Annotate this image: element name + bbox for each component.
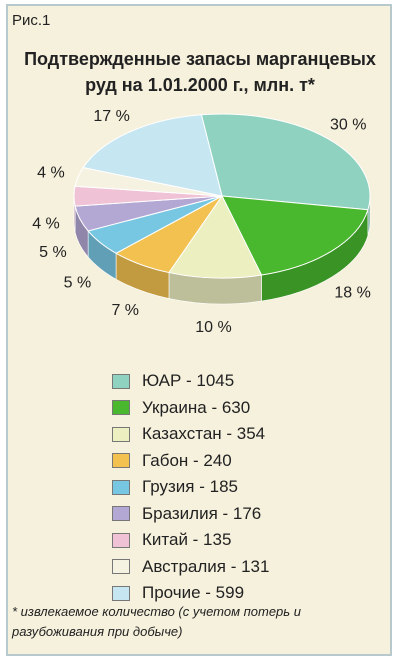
legend-label: Китай - 135 <box>142 530 231 550</box>
legend-label: Украина - 630 <box>142 398 250 418</box>
legend-item: Казахстан - 354 <box>112 421 269 448</box>
chart-title: Подтвержденные запасы марганцевых руд на… <box>24 46 376 98</box>
legend-swatch <box>112 506 130 521</box>
figure-label: Рис.1 <box>12 12 50 29</box>
pie-percent-label: 5 % <box>39 244 67 261</box>
legend-swatch <box>112 453 130 468</box>
pie-chart: 30 % 18 % 10 % 7 % 5 % 5 % 4 % 4 % 17 % <box>8 102 390 364</box>
chart-title-line-2: руд на 1.01.2000 г., млн. т* <box>24 72 376 98</box>
legend-label: Прочие - 599 <box>142 583 244 603</box>
legend-swatch <box>112 586 130 601</box>
legend-swatch <box>112 480 130 495</box>
legend-item: Украина - 630 <box>112 395 269 422</box>
legend-item: Бразилия - 176 <box>112 501 269 528</box>
pie-percent-label: 17 % <box>93 108 129 125</box>
pie-percent-label: 10 % <box>195 319 231 336</box>
legend-label: Бразилия - 176 <box>142 504 261 524</box>
pie-percent-label: 4 % <box>37 165 65 182</box>
legend-label: ЮАР - 1045 <box>142 371 234 391</box>
legend-label: Казахстан - 354 <box>142 424 265 444</box>
chart-legend: ЮАР - 1045 Украина - 630 Казахстан - 354… <box>112 368 269 607</box>
legend-label: Австралия - 131 <box>142 557 269 577</box>
legend-swatch <box>112 400 130 415</box>
legend-item: ЮАР - 1045 <box>112 368 269 395</box>
legend-item: Китай - 135 <box>112 527 269 554</box>
legend-swatch <box>112 533 130 548</box>
legend-item: Австралия - 131 <box>112 554 269 581</box>
pie-percent-label: 5 % <box>64 274 92 291</box>
chart-title-line-1: Подтвержденные запасы марганцевых <box>24 46 376 72</box>
legend-item: Габон - 240 <box>112 448 269 475</box>
legend-item: Грузия - 185 <box>112 474 269 501</box>
pie-percent-label: 4 % <box>32 215 60 232</box>
legend-label: Габон - 240 <box>142 451 232 471</box>
legend-swatch <box>112 559 130 574</box>
legend-label: Грузия - 185 <box>142 477 238 497</box>
pie-percent-label: 30 % <box>330 117 366 134</box>
legend-swatch <box>112 427 130 442</box>
chart-panel: Рис.1 Подтвержденные запасы марганцевых … <box>6 4 392 656</box>
footnote: * извлекаемое количество (с учетом потер… <box>12 602 382 642</box>
pie-percent-label: 7 % <box>111 302 139 319</box>
pie-percent-label: 18 % <box>334 285 370 302</box>
legend-swatch <box>112 374 130 389</box>
